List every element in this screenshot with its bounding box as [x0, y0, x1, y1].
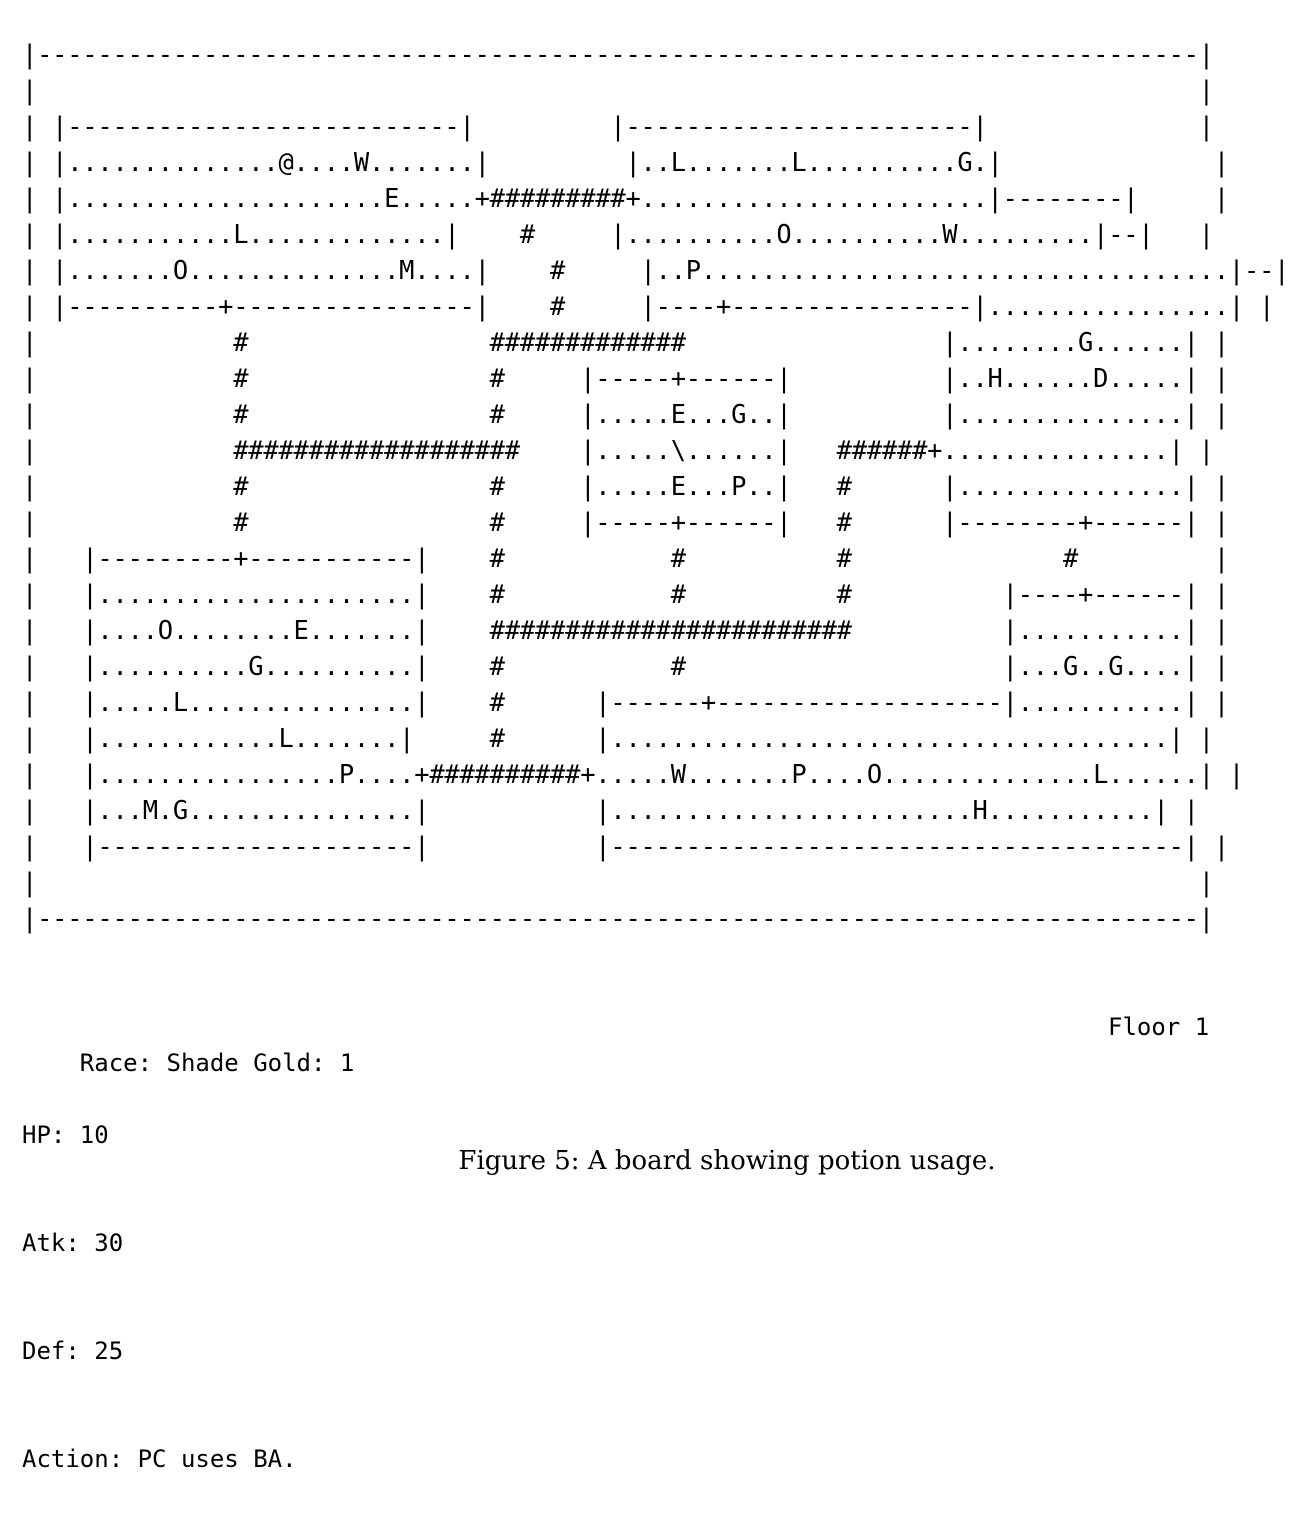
board-row: | |--------------------------| |--------… — [22, 111, 1214, 141]
atk-line: Atk: 30 — [22, 1229, 124, 1257]
hp-line: HP: 10 — [22, 1121, 109, 1149]
board-row: | # ############# |........G......| | — [22, 327, 1229, 357]
board-row: | # # |.....E...G..| |...............| | — [22, 399, 1229, 429]
game-board: |---------------------------------------… — [22, 36, 1302, 936]
board-row: | |....O........E.......| ##############… — [22, 615, 1229, 645]
board-row: | |.....................| # # # |----+--… — [22, 579, 1229, 609]
board-row: | | — [22, 867, 1214, 897]
board-row: | |.....................E.....+#########… — [22, 183, 1229, 213]
board-row: | |---------+-----------| # # # # | — [22, 543, 1229, 573]
board-row: | |----------+----------------| # |----+… — [22, 291, 1275, 321]
race-gold-text: Race: Shade Gold: 1 — [79, 1049, 355, 1077]
board-row: | |...M.G...............| |.............… — [22, 795, 1199, 825]
board-row: | ################### |.....\......| ###… — [22, 435, 1214, 465]
board-row: | | — [22, 75, 1214, 105]
board-row: | |..............@....W.......| |..L....… — [22, 147, 1229, 177]
status-panel: Race: Shade Gold: 1 Floor 1 HP: 10 Atk: … — [22, 937, 1222, 1513]
def-line: Def: 25 — [22, 1337, 124, 1365]
board-row: | # # |-----+------| |..H......D.....| | — [22, 363, 1229, 393]
board-row: |---------------------------------------… — [22, 39, 1214, 69]
race-gold-line: Race: Shade Gold: 1 Floor 1 — [22, 1009, 1222, 1077]
board-row: | # # |.....E...P..| # |...............|… — [22, 471, 1229, 501]
board-row: | |............L.......| # |............… — [22, 723, 1214, 753]
board-row: | # # |-----+------| # |--------+------|… — [22, 507, 1229, 537]
board-row: | |................P....+##########+....… — [22, 759, 1245, 789]
board-row: | |.....L...............| # |------+----… — [22, 687, 1229, 717]
floor-indicator: Floor 1 — [1108, 1013, 1210, 1041]
board-row: |---------------------------------------… — [22, 903, 1214, 933]
board-row: | |.......O..............M....| # |..P..… — [22, 255, 1302, 285]
board-row: | |..........G..........| # # |...G..G..… — [22, 651, 1229, 681]
board-row: | |---------------------| |-------------… — [22, 831, 1229, 861]
action-line: Action: PC uses BA. — [22, 1445, 297, 1473]
board-row: | |...........L.............| # |.......… — [22, 219, 1214, 249]
figure-caption: Figure 5: A board showing potion usage. — [458, 1146, 996, 1176]
